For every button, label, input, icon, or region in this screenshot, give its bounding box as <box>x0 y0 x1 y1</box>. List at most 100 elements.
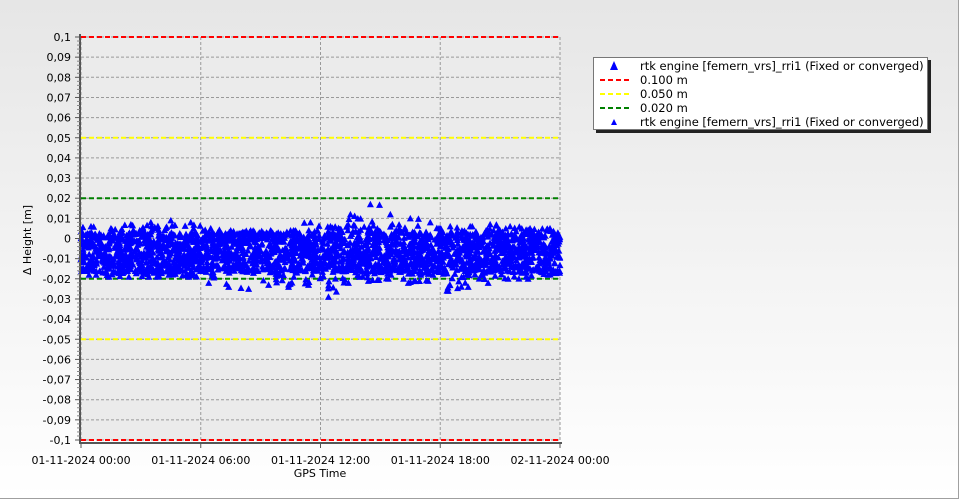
dashed-line-icon <box>600 93 630 95</box>
data-point <box>527 232 535 239</box>
data-point <box>444 252 452 259</box>
data-point <box>556 269 564 276</box>
data-point <box>344 258 352 265</box>
data-point <box>398 228 406 236</box>
data-point <box>465 239 473 247</box>
data-point <box>370 245 378 253</box>
data-point <box>377 254 385 262</box>
data-point <box>416 254 424 262</box>
y-axis-label: Δ Height [m] <box>21 205 34 275</box>
data-point <box>173 254 181 262</box>
data-point <box>210 273 218 281</box>
triangle-marker-icon <box>611 119 617 125</box>
data-point <box>457 232 465 239</box>
data-point <box>499 233 507 241</box>
data-point <box>478 242 486 249</box>
data-point <box>397 252 405 260</box>
data-point <box>457 283 465 290</box>
data-point <box>339 265 347 272</box>
data-point <box>186 231 194 238</box>
data-point <box>307 253 315 261</box>
y-tick-label: -0,07 <box>43 374 71 387</box>
data-point <box>521 230 529 237</box>
y-tick-label: -0,04 <box>43 313 71 326</box>
data-point <box>395 221 403 228</box>
data-point <box>300 219 308 226</box>
data-point <box>519 234 527 241</box>
data-point <box>165 271 173 278</box>
data-point <box>428 245 436 252</box>
data-point <box>493 222 501 229</box>
data-point <box>431 236 439 243</box>
data-point <box>101 257 109 265</box>
data-point <box>222 251 230 259</box>
data-point <box>157 233 165 240</box>
data-point <box>527 247 535 254</box>
data-point <box>324 228 332 235</box>
data-point <box>154 264 162 272</box>
data-point <box>281 258 289 266</box>
data-point <box>219 264 227 272</box>
data-point <box>482 226 490 234</box>
dashed-line-icon <box>600 79 630 81</box>
data-point <box>157 248 165 256</box>
data-point <box>136 240 144 247</box>
data-point <box>187 218 195 226</box>
data-point <box>238 230 246 238</box>
data-point <box>237 284 245 292</box>
data-point <box>555 247 563 254</box>
data-point <box>305 248 313 256</box>
data-point <box>475 275 483 282</box>
y-tick-label: -0,05 <box>43 333 71 346</box>
data-point <box>415 277 423 285</box>
data-point <box>285 283 293 290</box>
data-point <box>204 249 212 257</box>
data-point <box>477 233 485 241</box>
data-point <box>435 268 443 275</box>
legend: rtk engine [femern_vrs]_rri1 (Fixed or c… <box>593 57 928 130</box>
data-point <box>205 229 213 237</box>
data-point <box>363 233 371 240</box>
data-point <box>437 260 445 268</box>
data-point <box>486 220 494 228</box>
data-point <box>497 270 505 278</box>
y-tick-label: 0,03 <box>47 172 72 185</box>
data-point <box>417 271 425 278</box>
data-point <box>103 265 111 272</box>
data-point <box>359 268 367 275</box>
data-point <box>555 237 563 245</box>
data-point <box>438 249 446 257</box>
data-point <box>210 239 218 247</box>
data-point <box>245 257 253 264</box>
data-point <box>190 224 198 232</box>
data-point <box>417 251 425 259</box>
data-point <box>459 261 467 269</box>
data-point <box>387 245 395 253</box>
data-point <box>150 256 158 264</box>
data-point <box>147 265 155 273</box>
data-point <box>490 234 498 241</box>
data-point <box>363 273 371 281</box>
data-point <box>85 230 93 238</box>
data-point <box>293 269 301 276</box>
data-point <box>347 232 355 239</box>
data-point <box>92 271 100 278</box>
data-point <box>387 271 395 278</box>
data-point <box>452 260 460 268</box>
data-point <box>512 227 520 235</box>
data-point <box>307 218 315 226</box>
data-point <box>158 269 166 277</box>
data-point <box>469 232 477 239</box>
data-point <box>344 226 352 234</box>
data-point <box>250 231 258 238</box>
data-point <box>391 227 399 235</box>
triangle-marker-icon <box>610 61 618 70</box>
data-point <box>208 269 216 276</box>
data-point <box>422 268 430 276</box>
data-point <box>540 258 548 265</box>
data-point <box>330 241 338 248</box>
data-point <box>272 230 280 237</box>
data-point <box>371 228 379 235</box>
data-point <box>145 234 153 242</box>
data-point <box>277 265 285 273</box>
